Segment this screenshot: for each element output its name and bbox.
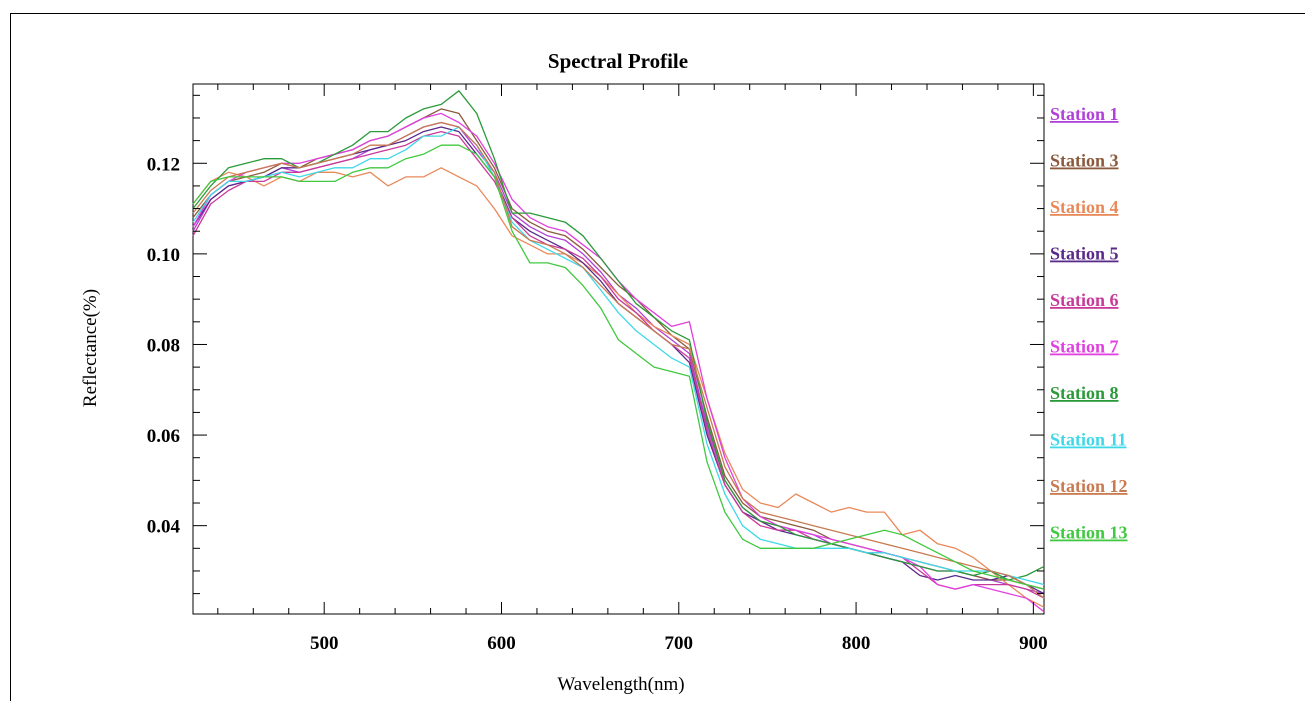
legend-label-station-11: Station 11	[1050, 430, 1127, 450]
series-line-station-1	[192, 121, 1045, 595]
plot-border	[192, 83, 1045, 615]
y-tick-label: 0.12	[147, 154, 180, 175]
legend-label-station-4: Station 4	[1050, 197, 1119, 217]
x-tick-label: 800	[842, 633, 871, 654]
legend-label-station-8: Station 8	[1050, 383, 1119, 403]
legend-label-station-5: Station 5	[1050, 244, 1119, 264]
legend-label-station-1: Station 1	[1050, 104, 1119, 124]
x-tick-label: 500	[310, 633, 339, 654]
x-axis-label: Wavelength(nm)	[557, 674, 684, 695]
legend: Station 1 Station 3 Station 4 Station 5 Stat…	[1050, 104, 1128, 543]
legend-label-station-3: Station 3	[1050, 151, 1119, 171]
series-line-station-13	[192, 144, 1045, 590]
y-tick-label: 0.10	[147, 245, 180, 266]
series-line-station-11	[192, 126, 1045, 586]
legend-label-station-12: Station 12	[1050, 476, 1128, 496]
y-axis-label: Reflectance(%)	[80, 289, 101, 407]
series-lines	[192, 90, 1045, 613]
legend-label-station-7: Station 7	[1050, 337, 1119, 357]
series-line-station-7	[192, 112, 1045, 613]
series-line-station-5	[192, 126, 1045, 595]
legend-label-station-13: Station 13	[1050, 523, 1128, 543]
series-line-station-6	[192, 130, 1045, 599]
x-tick-label: 900	[1019, 633, 1048, 654]
x-tick-label: 700	[665, 633, 694, 654]
y-tick-label: 0.04	[147, 517, 181, 538]
x-axis: 500 600 700 800 900	[217, 84, 1048, 654]
x-tick-label: 600	[487, 633, 516, 654]
y-axis: 0.04 0.06 0.08 0.10 0.12	[147, 94, 1044, 595]
plot-area	[192, 83, 1045, 615]
chart-title: Spectral Profile	[548, 49, 688, 73]
chart-frame	[10, 13, 1305, 701]
y-tick-label: 0.08	[147, 335, 180, 356]
legend-label-station-6: Station 6	[1050, 290, 1119, 310]
y-tick-label: 0.06	[147, 426, 180, 447]
series-line-station-12	[192, 121, 1045, 599]
series-line-station-8	[192, 90, 1045, 581]
